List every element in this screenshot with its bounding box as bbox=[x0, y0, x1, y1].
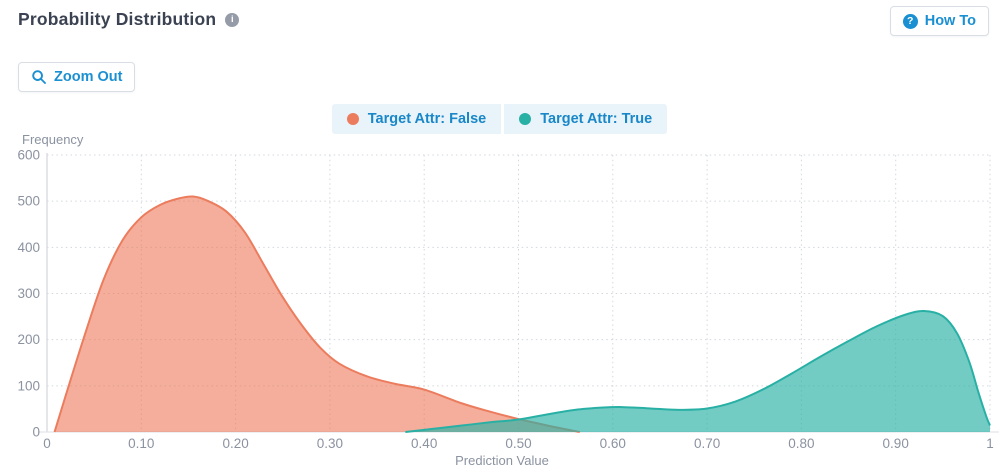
legend-item-target-false[interactable]: Target Attr: False bbox=[331, 104, 502, 134]
y-tick-label: 200 bbox=[17, 332, 40, 347]
help-circle-icon: ? bbox=[902, 13, 918, 29]
x-axis-title: Prediction Value bbox=[455, 453, 549, 468]
area-target-attr-true bbox=[405, 311, 991, 432]
area-target-attr-false bbox=[54, 196, 580, 432]
x-tick-label: 1 bbox=[986, 436, 994, 451]
y-tick-label: 100 bbox=[17, 378, 40, 393]
x-tick-label: 0 bbox=[43, 436, 51, 451]
x-tick-label: 0.90 bbox=[883, 436, 909, 451]
x-tick-label: 0.50 bbox=[505, 436, 531, 451]
zoom-out-button[interactable]: Zoom Out bbox=[18, 62, 136, 92]
y-tick-label: 500 bbox=[17, 194, 40, 209]
x-tick-label: 0.60 bbox=[600, 436, 626, 451]
page-title: Probability Distribution bbox=[18, 9, 217, 29]
x-tick-label: 0.10 bbox=[128, 436, 154, 451]
x-tick-label: 0.80 bbox=[788, 436, 814, 451]
chart-legend: Target Attr: False Target Attr: True bbox=[0, 104, 999, 134]
magnifier-icon bbox=[32, 70, 46, 84]
how-to-button[interactable]: ? How To bbox=[889, 6, 989, 36]
legend-item-target-true[interactable]: Target Attr: True bbox=[504, 104, 668, 134]
legend-label-false: Target Attr: False bbox=[367, 111, 487, 127]
line-target-attr-true bbox=[405, 310, 991, 433]
y-tick-label: 400 bbox=[17, 240, 40, 255]
x-tick-label: 0.70 bbox=[694, 436, 720, 451]
x-tick-label: 0.40 bbox=[411, 436, 437, 451]
info-icon[interactable]: i bbox=[225, 12, 240, 27]
legend-label-true: Target Attr: True bbox=[540, 111, 653, 127]
legend-swatch-false bbox=[346, 113, 359, 125]
how-to-label: How To bbox=[924, 13, 976, 29]
line-target-attr-false bbox=[53, 195, 580, 433]
y-tick-label: 0 bbox=[32, 425, 40, 440]
x-tick-label: 0.20 bbox=[222, 436, 248, 451]
legend-swatch-true bbox=[519, 113, 532, 125]
y-tick-label: 300 bbox=[17, 286, 40, 301]
x-tick-label: 0.30 bbox=[317, 436, 343, 451]
panel-header: Probability Distribution i bbox=[18, 9, 240, 30]
y-tick-label: 600 bbox=[17, 148, 40, 163]
y-axis-title: Frequency bbox=[22, 132, 84, 147]
zoom-out-label: Zoom Out bbox=[54, 69, 123, 85]
